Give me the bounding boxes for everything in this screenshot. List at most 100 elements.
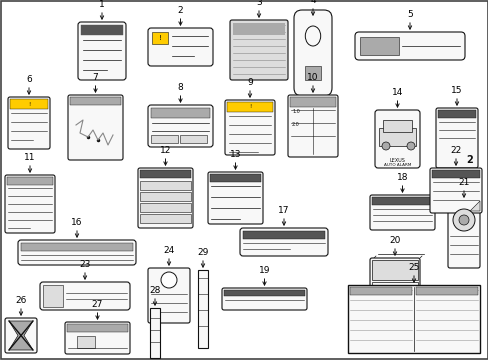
FancyBboxPatch shape <box>148 28 213 66</box>
Ellipse shape <box>381 142 389 150</box>
Text: !: ! <box>28 102 30 107</box>
Bar <box>150 308 160 358</box>
Ellipse shape <box>161 272 177 288</box>
Polygon shape <box>469 201 479 211</box>
Bar <box>140 192 191 201</box>
Text: 12: 12 <box>160 146 171 155</box>
FancyBboxPatch shape <box>429 168 481 213</box>
FancyBboxPatch shape <box>240 228 327 256</box>
Text: 29: 29 <box>197 248 208 257</box>
Text: 7: 7 <box>92 73 98 82</box>
Bar <box>81 25 123 35</box>
Text: LEXUS: LEXUS <box>389 158 405 162</box>
Bar <box>243 231 325 239</box>
Bar <box>152 32 168 44</box>
Text: 10: 10 <box>306 73 318 82</box>
FancyBboxPatch shape <box>369 258 419 303</box>
Text: 21: 21 <box>457 178 469 187</box>
Bar <box>431 170 479 178</box>
FancyBboxPatch shape <box>435 108 477 168</box>
FancyBboxPatch shape <box>18 240 136 265</box>
Text: 19: 19 <box>258 266 270 275</box>
Text: 17: 17 <box>278 206 289 215</box>
Text: !: ! <box>158 35 161 41</box>
Bar <box>378 128 415 146</box>
Bar <box>10 99 48 109</box>
Text: 2: 2 <box>177 6 183 15</box>
Bar <box>382 120 411 132</box>
Text: !: ! <box>248 104 251 109</box>
Bar <box>224 290 305 296</box>
Bar <box>140 203 191 212</box>
Text: 5: 5 <box>407 10 412 19</box>
FancyBboxPatch shape <box>40 282 130 310</box>
FancyBboxPatch shape <box>369 195 434 230</box>
FancyBboxPatch shape <box>78 22 126 80</box>
Text: 3: 3 <box>256 0 262 7</box>
Bar <box>371 282 417 300</box>
Bar <box>226 102 272 112</box>
FancyBboxPatch shape <box>68 95 123 160</box>
Text: 18: 18 <box>396 173 407 182</box>
Text: 6: 6 <box>26 75 32 84</box>
FancyBboxPatch shape <box>5 175 55 233</box>
Text: 23: 23 <box>79 260 90 269</box>
Text: 16: 16 <box>71 218 82 227</box>
Bar <box>437 110 475 118</box>
FancyBboxPatch shape <box>148 105 213 147</box>
Bar <box>371 197 432 205</box>
Ellipse shape <box>452 209 474 231</box>
Bar <box>305 66 320 80</box>
Bar <box>415 287 477 295</box>
FancyArrowPatch shape <box>373 256 375 258</box>
Text: 27: 27 <box>92 300 103 309</box>
FancyBboxPatch shape <box>354 32 464 60</box>
Bar <box>67 324 128 332</box>
FancyBboxPatch shape <box>287 95 337 157</box>
FancyBboxPatch shape <box>374 110 419 168</box>
Bar <box>43 285 63 307</box>
FancyBboxPatch shape <box>207 172 263 224</box>
Bar <box>347 285 479 353</box>
Text: 1: 1 <box>99 0 104 9</box>
Text: 25: 25 <box>407 263 419 272</box>
Text: 2: 2 <box>466 155 472 165</box>
Bar <box>209 174 261 182</box>
Bar <box>289 97 335 107</box>
Bar <box>359 37 398 55</box>
Text: 8: 8 <box>177 83 183 92</box>
FancyBboxPatch shape <box>65 322 130 354</box>
Ellipse shape <box>458 215 468 225</box>
Text: 4: 4 <box>309 0 315 5</box>
Text: 9: 9 <box>246 78 252 87</box>
FancyBboxPatch shape <box>148 268 190 323</box>
Bar <box>7 177 53 185</box>
Text: 22: 22 <box>449 146 461 155</box>
FancyBboxPatch shape <box>447 200 479 268</box>
Bar <box>140 181 191 190</box>
Bar <box>151 108 209 118</box>
Bar <box>180 135 206 143</box>
Polygon shape <box>9 321 33 350</box>
FancyBboxPatch shape <box>229 20 287 80</box>
FancyBboxPatch shape <box>222 288 306 310</box>
Text: 20: 20 <box>388 236 400 245</box>
FancyArrowPatch shape <box>419 256 421 258</box>
Bar <box>77 336 95 348</box>
FancyBboxPatch shape <box>224 100 274 155</box>
Bar <box>140 170 191 178</box>
Bar <box>198 270 207 348</box>
Text: 26: 26 <box>15 296 27 305</box>
Bar <box>349 287 411 295</box>
Bar <box>232 23 285 35</box>
Bar <box>151 135 178 143</box>
FancyBboxPatch shape <box>8 97 50 149</box>
FancyBboxPatch shape <box>138 168 193 228</box>
Text: 14: 14 <box>391 88 403 97</box>
Text: 15: 15 <box>450 86 462 95</box>
Bar <box>140 214 191 223</box>
Text: 2.0: 2.0 <box>291 122 299 127</box>
Text: 1.0: 1.0 <box>291 109 299 114</box>
Bar <box>21 243 133 251</box>
FancyBboxPatch shape <box>293 10 331 96</box>
